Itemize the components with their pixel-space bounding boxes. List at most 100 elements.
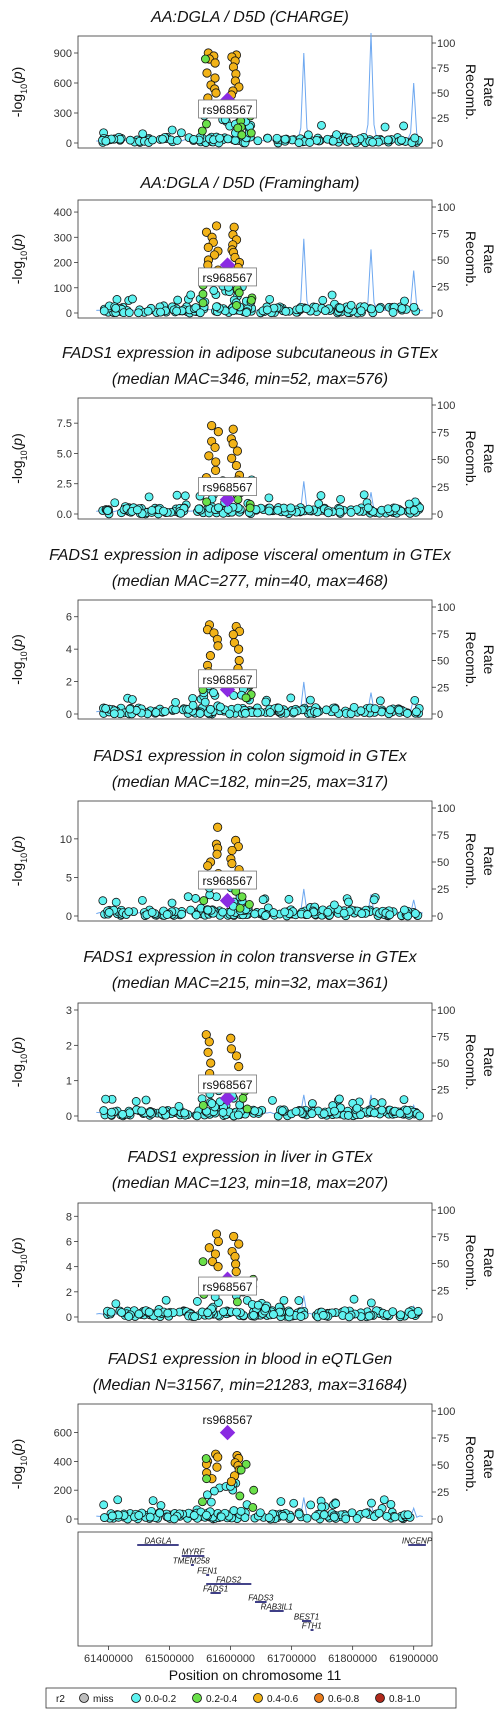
recomb-rate-line: [96, 33, 423, 141]
snp-point: [365, 1312, 373, 1320]
snp-point: [145, 493, 153, 501]
snp-point: [264, 134, 272, 142]
snp-point: [400, 1096, 408, 1104]
snp-point: [190, 1511, 198, 1519]
snp-point: [241, 709, 249, 717]
snp-point: [192, 911, 200, 919]
panel-title: FADS1 expression in colon transverse in …: [83, 949, 417, 966]
snp-point: [173, 136, 181, 144]
snp-point-high-ld: [207, 1059, 215, 1067]
panel-subtitle: (Median N=31567, min=21283, max=31684): [93, 1377, 407, 1394]
snp-point: [319, 296, 327, 304]
snp-point: [214, 504, 222, 512]
snp-point-high-ld: [214, 427, 222, 435]
lead-snp-label: rs968567: [203, 1078, 253, 1092]
snp-point: [336, 304, 344, 312]
snp-point: [357, 307, 365, 315]
y2-tick-label: 50: [437, 1460, 449, 1472]
snp-point: [386, 911, 394, 919]
snp-point: [275, 704, 283, 712]
snp-point: [170, 1515, 178, 1523]
snp-point-mid-ld: [233, 301, 241, 309]
y2-axis-label-line2: Rate: [481, 645, 497, 675]
y2-tick-label: 25: [437, 1285, 449, 1297]
snp-point-high-ld: [207, 421, 215, 429]
snp-point: [162, 1296, 170, 1304]
snp-point: [112, 304, 120, 312]
locus-panel-8: FADS1 expression in blood in eQTLGen (Med…: [9, 1351, 497, 1526]
snp-point: [142, 1096, 150, 1104]
snp-point: [317, 492, 325, 500]
snp-point: [148, 908, 156, 916]
snp-point: [344, 1111, 352, 1119]
snp-point: [172, 706, 180, 714]
snp-point: [219, 1108, 227, 1116]
snp-point: [201, 698, 209, 706]
snp-point: [226, 710, 234, 718]
x-tick-label: 61400000: [84, 1653, 133, 1665]
snp-point: [389, 308, 397, 316]
snp-point: [329, 137, 337, 145]
y2-tick-label: 75: [437, 830, 449, 842]
snp-point-mid-ld: [202, 1455, 210, 1463]
y-tick-label: 4: [66, 1262, 72, 1274]
y-axis-label: -log10(p): [9, 836, 29, 887]
snp-point: [364, 504, 372, 512]
snp-point-high-ld: [205, 1244, 213, 1252]
snp-point-high-ld: [231, 1260, 239, 1268]
snp-point: [224, 135, 232, 143]
panel-title: FADS1 expression in adipose subcutaneous…: [62, 345, 439, 362]
snp-point-high-ld: [232, 1267, 240, 1275]
snp-point: [335, 1095, 343, 1103]
snp-point: [351, 136, 359, 144]
snp-point: [370, 1109, 378, 1117]
y-tick-label: 100: [54, 283, 72, 295]
snp-point: [378, 1106, 386, 1114]
snp-point: [139, 130, 147, 138]
snp-point: [414, 1307, 422, 1315]
gene-label: FEN1: [197, 1567, 217, 1576]
x-axis-label: Position on chromosome 11: [169, 1667, 342, 1683]
snp-point-high-ld: [232, 1052, 240, 1060]
snp-point: [102, 705, 110, 713]
y2-tick-label: 25: [437, 1085, 449, 1097]
snp-point: [125, 309, 133, 317]
y-tick-label: 0: [66, 308, 72, 320]
snp-point: [265, 1514, 273, 1522]
snp-point: [391, 1513, 399, 1521]
snp-point: [305, 505, 313, 513]
y-tick-label: 4: [66, 644, 72, 656]
gene-label: INCENP: [402, 1537, 433, 1546]
snp-point: [126, 705, 134, 713]
snp-point: [195, 505, 203, 513]
snp-point: [337, 495, 345, 503]
snp-point: [263, 306, 271, 314]
snp-point-high-ld: [235, 1240, 243, 1248]
snp-point-mid-ld: [243, 1105, 251, 1113]
snp-point: [204, 906, 212, 914]
snp-point: [268, 1096, 276, 1104]
y-axis-label: -log10(p): [9, 1439, 29, 1490]
snp-point: [168, 126, 176, 134]
snp-point: [266, 708, 274, 716]
snp-point: [145, 1308, 153, 1316]
y2-tick-label: 100: [437, 38, 455, 50]
snp-point: [397, 1311, 405, 1319]
snp-point: [251, 1107, 259, 1115]
legend-swatch: [80, 1694, 89, 1703]
snp-point: [381, 123, 389, 131]
snp-point: [154, 1309, 162, 1317]
snp-point-mid-ld: [249, 1503, 257, 1511]
y2-axis-label-line1: Recomb.: [463, 1436, 479, 1492]
snp-point: [212, 303, 220, 311]
y2-tick-label: 25: [437, 282, 449, 294]
snp-point-high-ld: [204, 862, 212, 870]
snp-point: [303, 1514, 311, 1522]
locus-panel-2: AA:DGLA / D5D (Framingham) 0 100 200 300 400 0…: [9, 175, 497, 320]
snp-point-mid-ld: [247, 129, 255, 137]
legend-swatch: [132, 1694, 141, 1703]
snp-point: [108, 1512, 116, 1520]
snp-point-mid-ld: [235, 289, 243, 297]
y-tick-label: 1: [66, 1076, 72, 1088]
snp-point: [190, 135, 198, 143]
